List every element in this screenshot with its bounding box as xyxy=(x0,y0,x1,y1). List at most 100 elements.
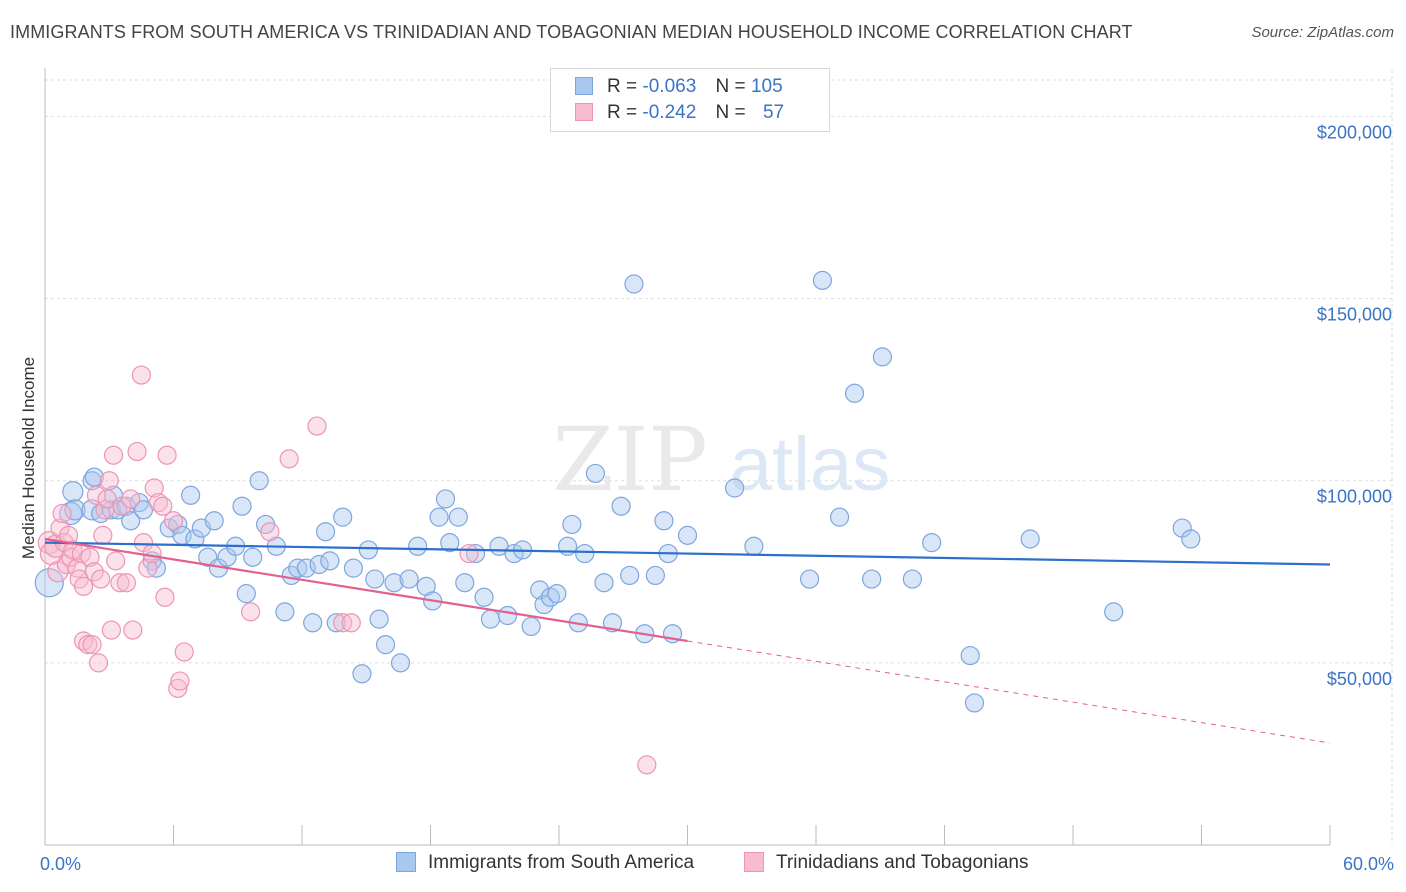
blue-swatch-icon xyxy=(396,852,416,872)
data-point xyxy=(64,499,86,521)
data-point xyxy=(168,678,188,698)
data-point xyxy=(279,449,299,469)
data-point xyxy=(399,569,419,589)
data-point xyxy=(101,620,121,640)
data-point xyxy=(459,543,479,564)
data-point xyxy=(153,496,173,516)
legend-r-label: R = xyxy=(607,76,638,97)
pink-swatch-icon xyxy=(575,103,593,121)
y-axis-title: Median Household Income xyxy=(19,357,38,559)
data-point xyxy=(62,481,84,503)
data-point xyxy=(181,485,201,505)
data-point xyxy=(99,471,119,491)
y-tick-label: $200,000 xyxy=(1317,122,1392,142)
data-point xyxy=(384,573,404,593)
data-point xyxy=(812,270,833,290)
data-point xyxy=(620,565,640,586)
data-point xyxy=(307,416,327,436)
data-point xyxy=(138,558,158,578)
data-point xyxy=(142,543,162,564)
series-pink-points xyxy=(37,365,657,775)
data-point xyxy=(341,613,361,633)
legend-r-value: -0.063 xyxy=(642,76,697,97)
legend-item-trinidad: Trinidadians and Tobagonians xyxy=(744,852,1028,874)
data-point xyxy=(144,478,164,498)
data-point xyxy=(241,602,261,622)
data-point xyxy=(185,529,205,549)
trend-lines xyxy=(44,537,1331,744)
data-point xyxy=(61,547,81,567)
data-point xyxy=(964,693,985,713)
data-point xyxy=(236,584,256,604)
data-point xyxy=(448,507,468,527)
data-point xyxy=(73,576,94,596)
y-tick-labels: $50,000 $100,000 $150,000 $200,000 xyxy=(1317,122,1392,688)
data-point xyxy=(243,547,263,567)
data-point xyxy=(435,489,456,509)
data-point xyxy=(480,609,501,629)
data-point xyxy=(91,569,111,589)
watermark-atlas: atlas xyxy=(730,422,891,507)
data-point xyxy=(309,554,329,575)
legend-row-blue: R = -0.063 N = 105 xyxy=(575,76,783,100)
data-point xyxy=(744,536,764,556)
data-point xyxy=(249,471,269,491)
series-blue-points xyxy=(34,270,1201,713)
data-point xyxy=(343,558,363,578)
y-tick-label: $150,000 xyxy=(1317,305,1392,325)
data-point xyxy=(474,587,494,607)
data-point xyxy=(429,507,449,527)
data-point xyxy=(1181,529,1201,549)
data-point xyxy=(174,642,194,662)
data-point xyxy=(121,511,141,531)
data-point xyxy=(260,522,280,542)
data-point xyxy=(58,525,79,545)
legend-n-value: 57 xyxy=(762,102,785,123)
data-point xyxy=(575,543,595,564)
axes xyxy=(44,68,1331,846)
data-point xyxy=(922,533,942,553)
trend-line-blue xyxy=(44,541,1331,566)
data-point xyxy=(585,463,606,484)
data-point xyxy=(390,653,411,673)
legend-r-label: R = xyxy=(607,102,638,123)
data-point xyxy=(358,540,378,560)
data-point xyxy=(93,525,113,545)
data-point xyxy=(204,511,224,531)
data-point xyxy=(844,383,865,403)
data-point xyxy=(562,514,582,535)
data-point xyxy=(127,441,147,462)
data-point xyxy=(352,664,372,684)
data-point xyxy=(637,755,657,775)
data-point xyxy=(34,568,64,598)
data-point xyxy=(315,522,336,542)
data-point xyxy=(498,605,518,626)
data-point xyxy=(296,558,316,578)
gridlines xyxy=(45,70,1393,845)
chart-title: IMMIGRANTS FROM SOUTH AMERICA VS TRINIDA… xyxy=(10,22,1133,42)
data-point xyxy=(82,635,102,655)
data-point xyxy=(594,573,614,593)
data-point xyxy=(408,536,428,556)
legend-series-name: Immigrants from South America xyxy=(428,852,695,873)
data-point xyxy=(163,511,184,531)
data-point xyxy=(320,551,340,571)
data-point xyxy=(333,507,353,527)
data-point xyxy=(84,562,104,582)
data-point xyxy=(110,573,130,593)
trend-line-pink-extension xyxy=(687,640,1331,744)
data-point xyxy=(86,485,107,505)
legend-series-name: Trinidadians and Tobagonians xyxy=(776,852,1029,873)
data-point xyxy=(1104,602,1124,622)
data-point xyxy=(455,573,475,593)
data-point xyxy=(303,613,323,633)
data-point xyxy=(902,569,922,589)
data-point xyxy=(103,445,124,465)
data-point xyxy=(106,551,126,571)
legend-n-value: 105 xyxy=(750,76,783,97)
legend-r-value: -0.242 xyxy=(642,102,697,123)
data-point xyxy=(654,511,674,531)
data-point xyxy=(375,635,396,655)
data-point xyxy=(157,445,177,465)
